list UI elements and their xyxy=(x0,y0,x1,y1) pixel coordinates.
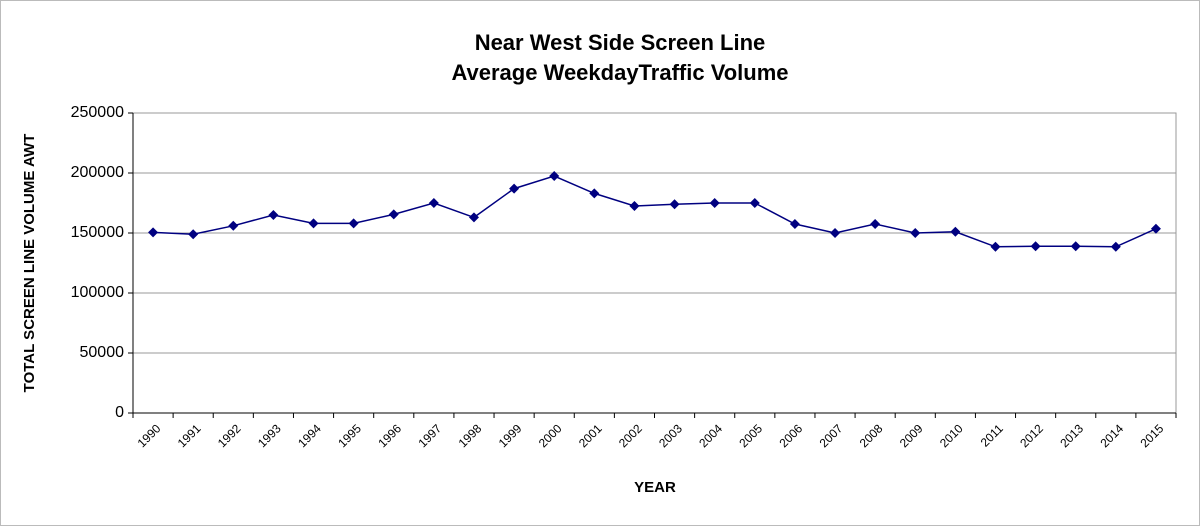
marker xyxy=(709,198,720,208)
marker xyxy=(629,201,640,211)
marker xyxy=(148,227,159,238)
x-axis-title: YEAR xyxy=(634,479,676,496)
y-axis-title: TOTAL SCREEN LINE VOLUME AWT xyxy=(21,134,38,393)
line xyxy=(153,175,1157,248)
y-tick-label: 250000 xyxy=(71,104,124,121)
marker xyxy=(950,226,961,237)
y-tick-label: 50000 xyxy=(80,344,125,361)
marker xyxy=(1070,241,1081,252)
marker xyxy=(789,219,800,229)
marker xyxy=(1110,241,1121,252)
marker xyxy=(348,218,359,229)
marker xyxy=(589,188,600,199)
chart-title: Average WeekdayTraffic Volume xyxy=(451,60,788,85)
marker xyxy=(910,228,921,238)
marker xyxy=(1030,241,1041,252)
y-tick-label: 200000 xyxy=(71,164,124,181)
y-tick-label: 0 xyxy=(115,404,124,421)
y-tick-label: 100000 xyxy=(71,284,124,301)
marker xyxy=(1150,223,1161,234)
marker xyxy=(990,241,1001,252)
y-tick-label: 150000 xyxy=(71,224,124,241)
marker xyxy=(830,228,841,238)
chart-title: Near West Side Screen Line xyxy=(475,30,766,55)
marker xyxy=(268,210,279,220)
marker xyxy=(749,198,760,208)
marker xyxy=(428,198,439,208)
marker xyxy=(669,199,680,210)
marker xyxy=(308,218,319,229)
marker xyxy=(549,171,560,181)
marker xyxy=(870,219,881,229)
marker xyxy=(388,209,399,220)
marker xyxy=(188,229,199,240)
marker xyxy=(509,183,520,194)
plot-area xyxy=(132,112,1177,414)
marker xyxy=(228,220,239,231)
marker xyxy=(468,212,479,223)
